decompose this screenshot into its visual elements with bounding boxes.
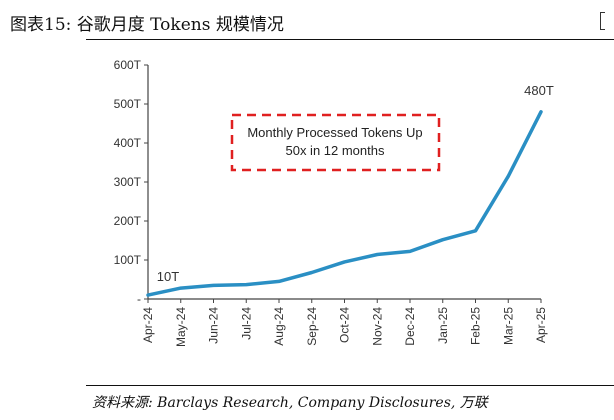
axes [147,65,541,300]
annotation-line-1: Monthly Processed Tokens Up [247,125,422,140]
y-axis-ticks: - 100T 200T 300T 400T 500T 600T [114,58,148,306]
y-tick-label: 600T [114,58,142,72]
annotation-line-2: 50x in 12 months [285,143,385,158]
x-tick-label: Sep-24 [305,307,319,346]
x-tick-label: Oct-24 [338,307,352,343]
x-axis-ticks: Apr-24 May-24 Jun-24 Jul-24 Aug-24 Sep-24 Oct-… [141,299,548,347]
data-labels: 10T 480T [157,83,554,284]
footer-rule [86,385,614,386]
x-tick-label: Apr-24 [141,307,155,343]
x-tick-label: Mar-25 [501,307,515,345]
y-tick-label: 400T [114,136,142,150]
x-tick-label: Dec-24 [403,307,417,346]
x-tick-label: Aug-24 [272,307,286,346]
series-tokens [146,110,543,297]
x-tick-label: Apr-25 [534,307,548,343]
edge-bracket [600,12,605,30]
y-tick-label: 500T [114,97,142,111]
y-tick-label: 100T [114,253,142,267]
y-tick-label: 300T [114,175,142,189]
header-rule [86,39,614,40]
x-tick-label: Jan-25 [436,307,450,344]
x-tick-label: Jun-24 [207,307,221,344]
x-tick-label: Nov-24 [370,307,384,346]
y-tick-label: - [137,292,141,306]
figure-title: 图表15: 谷歌月度 Tokens 规模情况 [10,15,284,35]
annotation-box [230,113,441,172]
x-tick-label: May-24 [174,307,188,347]
data-label: 10T [157,269,179,284]
x-tick-label: Jul-24 [239,307,253,340]
data-label: 480T [524,83,554,98]
annotation-callout: Monthly Processed Tokens Up 50x in 12 mo… [230,113,441,172]
source-note: 资料来源: Barclays Research, Company Disclos… [92,395,488,411]
x-tick-label: Feb-25 [469,307,483,345]
y-tick-label: 200T [114,214,142,228]
series-line [146,110,543,297]
